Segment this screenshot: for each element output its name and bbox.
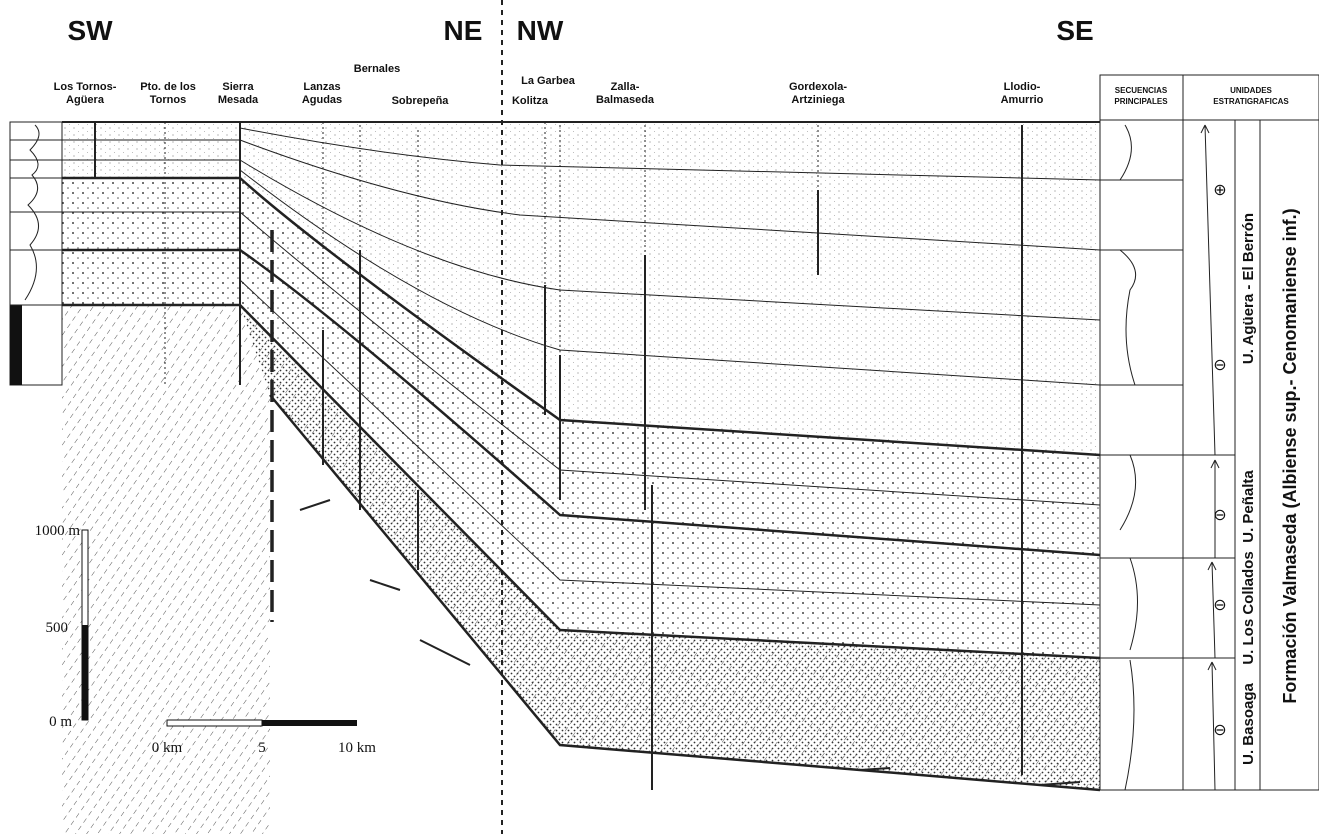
locality-label: La Garbea xyxy=(521,75,576,87)
column-header: ESTRATIGRAFICAS xyxy=(1213,97,1289,106)
locality-label: Balmaseda xyxy=(596,94,655,106)
locality-label: Artziniega xyxy=(791,94,845,106)
horizontal-scale-label: 10 km xyxy=(338,740,376,756)
column-header: UNIDADES xyxy=(1230,86,1272,95)
locality-label: Tornos xyxy=(150,94,186,106)
sequence-symbol: ⊕ xyxy=(1213,182,1226,199)
sequence-symbol: ⊖ xyxy=(1213,357,1226,374)
locality-label: Pto. de los xyxy=(140,81,196,93)
horizontal-scale-label: 5 xyxy=(258,740,266,756)
locality-label: Sierra xyxy=(222,81,254,93)
vertical-scale-label: 1000 m xyxy=(35,523,81,539)
unit-label: U. Agüera - El Berrón xyxy=(1240,213,1257,364)
vertical-scale-label: 500 xyxy=(46,620,69,636)
direction-label: NW xyxy=(517,15,564,46)
locality-label: Sobrepeña xyxy=(392,95,450,107)
sequence-symbol: ⊖ xyxy=(1213,507,1226,524)
direction-label: SW xyxy=(67,15,113,46)
vertical-scale-label: 0 m xyxy=(49,714,72,730)
horizontal-scale-label: 0 km xyxy=(152,740,183,756)
unit-label: U. Los Collados xyxy=(1240,551,1257,664)
locality-label: Los Tornos- xyxy=(54,81,117,93)
locality-label: Agudas xyxy=(302,94,342,106)
cross-section: SW NE NW SE Los Tornos-Agüera Pto. de losTorn… xyxy=(0,0,1319,834)
unit-label: U. Peñalta xyxy=(1240,470,1257,543)
column-header: PRINCIPALES xyxy=(1114,97,1168,106)
direction-label: NE xyxy=(444,15,483,46)
direction-label: SE xyxy=(1056,15,1093,46)
locality-label: Amurrio xyxy=(1001,94,1044,106)
log-base xyxy=(10,305,22,385)
unit-label: U. Basoaga xyxy=(1240,682,1257,764)
sequence-symbol: ⊖ xyxy=(1213,722,1226,739)
locality-label: Agüera xyxy=(66,94,105,106)
locality-label: Lanzas xyxy=(303,81,340,93)
formation-label: Formación Valmaseda (Albiense sup.- Ceno… xyxy=(1280,208,1300,703)
column-header: SECUENCIAS xyxy=(1115,86,1168,95)
locality-label: Kolitza xyxy=(512,95,549,107)
locality-label: Zalla- xyxy=(611,81,640,93)
locality-label: Bernales xyxy=(354,63,400,75)
locality-label: Llodio- xyxy=(1004,81,1041,93)
sequence-symbol: ⊖ xyxy=(1213,597,1226,614)
strata xyxy=(10,0,1100,834)
locality-label: Gordexola- xyxy=(789,81,847,93)
locality-label: Mesada xyxy=(218,94,259,106)
